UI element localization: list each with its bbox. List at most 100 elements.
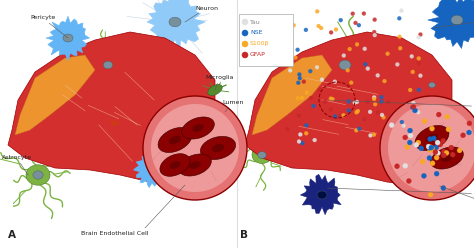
Circle shape bbox=[433, 150, 438, 155]
Polygon shape bbox=[245, 32, 452, 185]
Circle shape bbox=[408, 88, 412, 92]
Circle shape bbox=[297, 140, 301, 144]
Circle shape bbox=[417, 35, 420, 39]
Polygon shape bbox=[252, 55, 332, 135]
Circle shape bbox=[346, 99, 351, 103]
Circle shape bbox=[143, 96, 247, 200]
Circle shape bbox=[445, 114, 449, 119]
FancyBboxPatch shape bbox=[239, 14, 293, 66]
Circle shape bbox=[341, 113, 346, 117]
Circle shape bbox=[354, 21, 357, 25]
Circle shape bbox=[428, 136, 433, 142]
Circle shape bbox=[400, 120, 404, 124]
Text: Entry of CNS proteins into the blood
across a breached BBB: Entry of CNS proteins into the blood acr… bbox=[328, 188, 474, 201]
Ellipse shape bbox=[189, 161, 201, 169]
Circle shape bbox=[355, 110, 358, 114]
Circle shape bbox=[355, 42, 359, 46]
Ellipse shape bbox=[169, 136, 181, 144]
Circle shape bbox=[364, 62, 367, 66]
Ellipse shape bbox=[158, 127, 192, 153]
Circle shape bbox=[441, 138, 446, 143]
Circle shape bbox=[298, 132, 302, 136]
Circle shape bbox=[305, 91, 309, 94]
Circle shape bbox=[411, 101, 415, 105]
Circle shape bbox=[422, 119, 427, 124]
Ellipse shape bbox=[424, 78, 440, 92]
Circle shape bbox=[388, 104, 474, 192]
Circle shape bbox=[420, 159, 425, 164]
Circle shape bbox=[329, 108, 333, 112]
Circle shape bbox=[466, 130, 472, 135]
Circle shape bbox=[297, 72, 301, 76]
Circle shape bbox=[346, 68, 350, 72]
Circle shape bbox=[419, 146, 424, 151]
Text: Brain Endothelial Cell: Brain Endothelial Cell bbox=[81, 231, 149, 236]
Circle shape bbox=[330, 97, 335, 101]
Circle shape bbox=[449, 145, 454, 150]
Circle shape bbox=[441, 153, 447, 158]
Circle shape bbox=[416, 110, 420, 114]
Circle shape bbox=[414, 142, 419, 147]
Circle shape bbox=[355, 128, 358, 132]
Circle shape bbox=[376, 110, 380, 114]
Circle shape bbox=[372, 97, 376, 101]
Circle shape bbox=[380, 113, 384, 117]
Ellipse shape bbox=[179, 154, 211, 176]
Circle shape bbox=[313, 138, 317, 142]
Ellipse shape bbox=[160, 154, 190, 176]
Circle shape bbox=[296, 48, 300, 52]
Circle shape bbox=[311, 104, 316, 108]
Circle shape bbox=[351, 12, 355, 16]
Circle shape bbox=[421, 173, 427, 178]
Ellipse shape bbox=[169, 17, 181, 27]
Circle shape bbox=[428, 145, 434, 150]
Circle shape bbox=[403, 163, 408, 168]
Ellipse shape bbox=[415, 125, 449, 151]
Circle shape bbox=[293, 56, 297, 60]
Circle shape bbox=[376, 73, 380, 77]
Circle shape bbox=[450, 152, 455, 157]
Polygon shape bbox=[15, 55, 95, 135]
Text: TJs: TJs bbox=[110, 121, 120, 126]
Circle shape bbox=[467, 121, 472, 126]
Circle shape bbox=[333, 80, 337, 84]
Circle shape bbox=[242, 52, 248, 58]
Circle shape bbox=[394, 164, 400, 169]
Circle shape bbox=[444, 151, 449, 155]
Circle shape bbox=[242, 19, 248, 25]
Text: Tau: Tau bbox=[250, 20, 261, 25]
Polygon shape bbox=[134, 154, 169, 188]
Ellipse shape bbox=[148, 167, 156, 173]
Circle shape bbox=[400, 9, 403, 13]
Circle shape bbox=[309, 96, 313, 100]
Circle shape bbox=[407, 140, 412, 145]
Circle shape bbox=[410, 105, 414, 109]
Circle shape bbox=[339, 18, 343, 22]
Circle shape bbox=[372, 133, 376, 137]
Circle shape bbox=[349, 81, 353, 85]
Circle shape bbox=[428, 148, 433, 153]
Circle shape bbox=[427, 145, 432, 150]
Circle shape bbox=[333, 114, 337, 118]
Text: Proteins released
from injured neurons: Proteins released from injured neurons bbox=[330, 100, 474, 113]
Polygon shape bbox=[428, 0, 474, 48]
Ellipse shape bbox=[212, 144, 224, 152]
Circle shape bbox=[242, 41, 248, 47]
Circle shape bbox=[362, 11, 366, 16]
Circle shape bbox=[296, 96, 300, 100]
Circle shape bbox=[349, 82, 353, 86]
Ellipse shape bbox=[258, 152, 266, 158]
Circle shape bbox=[366, 66, 370, 71]
Circle shape bbox=[398, 46, 402, 50]
Text: Protein biomarkers
from an astrocytic sources: Protein biomarkers from an astrocytic so… bbox=[435, 2, 474, 28]
Circle shape bbox=[417, 88, 421, 92]
Circle shape bbox=[319, 26, 323, 30]
Polygon shape bbox=[147, 0, 205, 50]
Ellipse shape bbox=[252, 147, 272, 163]
Circle shape bbox=[383, 79, 386, 83]
Circle shape bbox=[317, 24, 320, 28]
Circle shape bbox=[304, 28, 308, 32]
Circle shape bbox=[403, 135, 408, 140]
Circle shape bbox=[355, 100, 359, 104]
Circle shape bbox=[397, 16, 401, 20]
